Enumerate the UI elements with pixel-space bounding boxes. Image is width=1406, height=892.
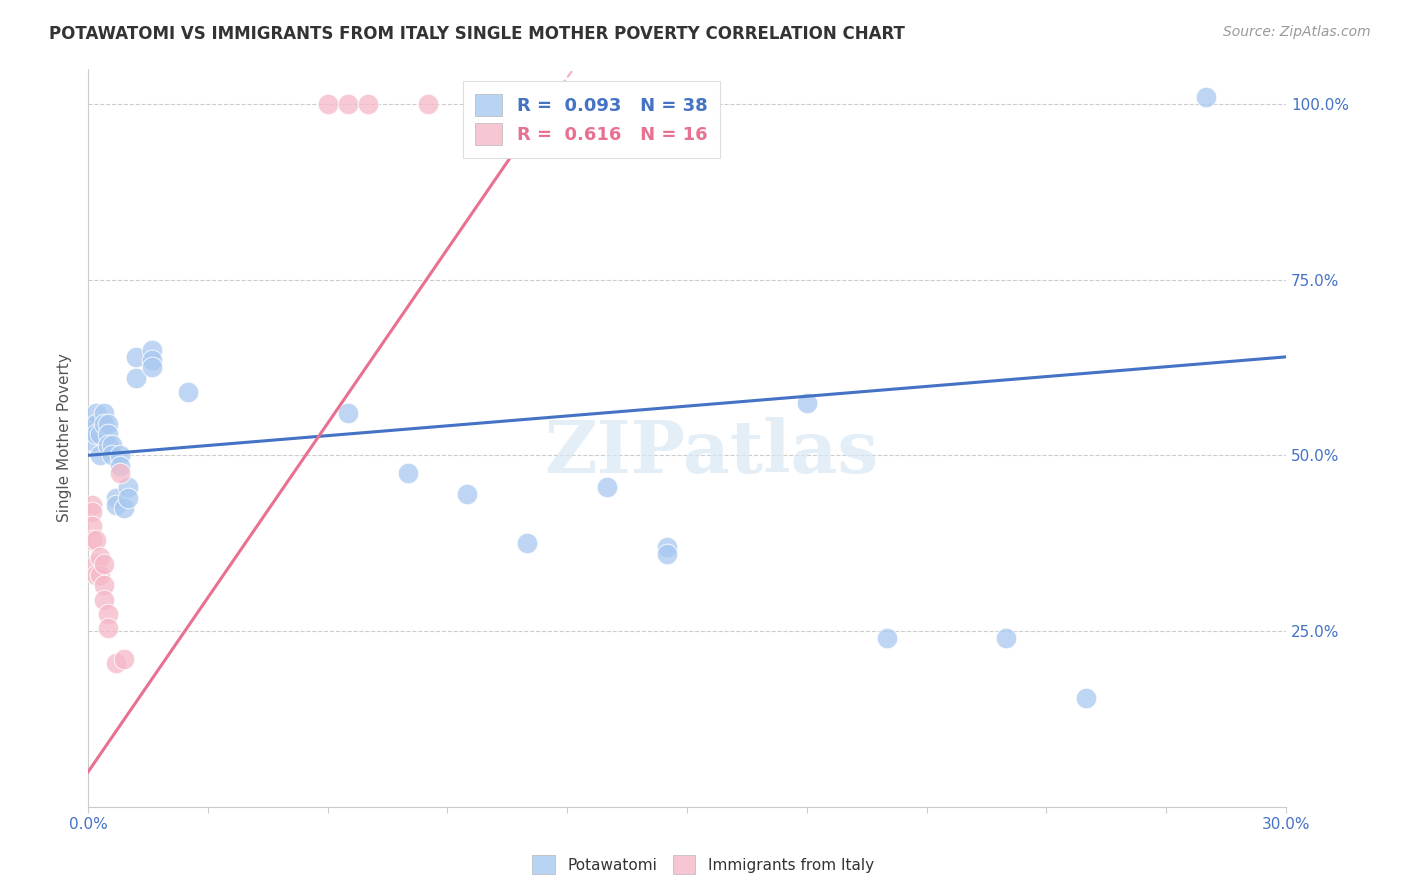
Point: [125, 371, 148, 385]
Text: Source: ZipAtlas.com: Source: ZipAtlas.com: [1223, 25, 1371, 39]
Point: [97, 438, 120, 452]
Legend: Potawatomi, Immigrants from Italy: Potawatomi, Immigrants from Italy: [526, 849, 880, 880]
Point: [93, 578, 115, 592]
Point: [336, 406, 359, 420]
Point: [84, 417, 107, 431]
Point: [655, 547, 678, 561]
Point: [112, 501, 135, 516]
Point: [1076, 690, 1098, 705]
Point: [82, 420, 104, 434]
Point: [477, 96, 499, 111]
Point: [82, 505, 104, 519]
Point: [93, 417, 115, 431]
Point: [108, 448, 131, 462]
Point: [84, 427, 107, 442]
Text: POTAWATOMI VS IMMIGRANTS FROM ITALY SINGLE MOTHER POVERTY CORRELATION CHART: POTAWATOMI VS IMMIGRANTS FROM ITALY SING…: [49, 25, 905, 43]
Point: [316, 96, 339, 111]
Point: [89, 568, 111, 582]
Point: [456, 487, 478, 501]
Point: [84, 558, 107, 572]
Point: [93, 406, 115, 420]
Point: [125, 350, 148, 364]
Point: [84, 406, 107, 420]
Point: [101, 448, 124, 462]
Point: [105, 498, 128, 512]
Point: [796, 395, 818, 409]
Point: [655, 540, 678, 554]
Point: [108, 458, 131, 473]
Point: [117, 491, 139, 505]
Point: [396, 466, 419, 480]
Point: [336, 96, 359, 111]
Point: [105, 491, 128, 505]
Point: [82, 434, 104, 449]
Point: [82, 498, 104, 512]
Legend: R =  0.093   N = 38, R =  0.616   N = 16: R = 0.093 N = 38, R = 0.616 N = 16: [463, 81, 720, 158]
Point: [112, 652, 135, 666]
Point: [89, 448, 111, 462]
Point: [97, 427, 120, 442]
Point: [117, 480, 139, 494]
Point: [84, 568, 107, 582]
Point: [141, 353, 163, 368]
Point: [82, 518, 104, 533]
Point: [995, 631, 1018, 645]
Point: [82, 533, 104, 547]
Y-axis label: Single Mother Poverty: Single Mother Poverty: [58, 353, 72, 522]
Point: [1195, 89, 1218, 103]
Point: [516, 536, 538, 550]
Point: [141, 343, 163, 357]
Point: [105, 656, 128, 670]
Point: [596, 480, 619, 494]
Point: [93, 592, 115, 607]
Point: [496, 96, 519, 111]
Text: ZIPatlas: ZIPatlas: [544, 417, 879, 488]
Point: [97, 621, 120, 635]
Point: [356, 96, 378, 111]
Point: [177, 385, 200, 400]
Point: [97, 417, 120, 431]
Point: [93, 558, 115, 572]
Point: [876, 631, 898, 645]
Point: [89, 427, 111, 442]
Point: [97, 607, 120, 621]
Point: [84, 533, 107, 547]
Point: [141, 360, 163, 375]
Point: [101, 438, 124, 452]
Point: [108, 466, 131, 480]
Point: [416, 96, 439, 111]
Point: [89, 550, 111, 565]
Point: [516, 96, 538, 111]
